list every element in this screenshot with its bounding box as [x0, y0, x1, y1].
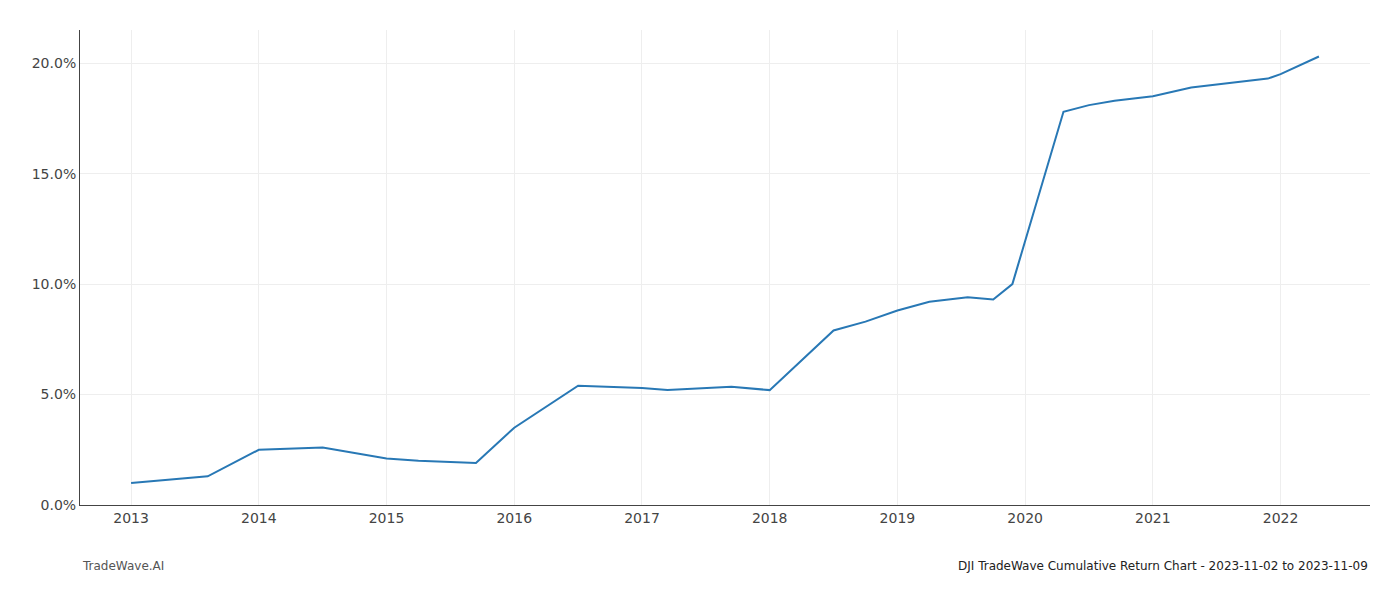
svg-text:2018: 2018	[752, 510, 788, 526]
svg-text:2016: 2016	[496, 510, 532, 526]
svg-text:0.0%: 0.0%	[41, 497, 77, 513]
svg-text:15.0%: 15.0%	[32, 166, 76, 182]
svg-text:2020: 2020	[1007, 510, 1043, 526]
svg-text:2014: 2014	[241, 510, 277, 526]
svg-text:2022: 2022	[1263, 510, 1299, 526]
svg-text:2019: 2019	[880, 510, 916, 526]
svg-text:2021: 2021	[1135, 510, 1171, 526]
svg-text:10.0%: 10.0%	[32, 276, 76, 292]
svg-text:2013: 2013	[113, 510, 149, 526]
svg-text:TradeWave.AI: TradeWave.AI	[82, 559, 164, 573]
svg-text:2017: 2017	[624, 510, 660, 526]
svg-text:DJI TradeWave Cumulative Retur: DJI TradeWave Cumulative Return Chart - …	[958, 559, 1368, 573]
svg-text:5.0%: 5.0%	[41, 386, 77, 402]
svg-text:20.0%: 20.0%	[32, 55, 76, 71]
svg-text:2015: 2015	[369, 510, 405, 526]
